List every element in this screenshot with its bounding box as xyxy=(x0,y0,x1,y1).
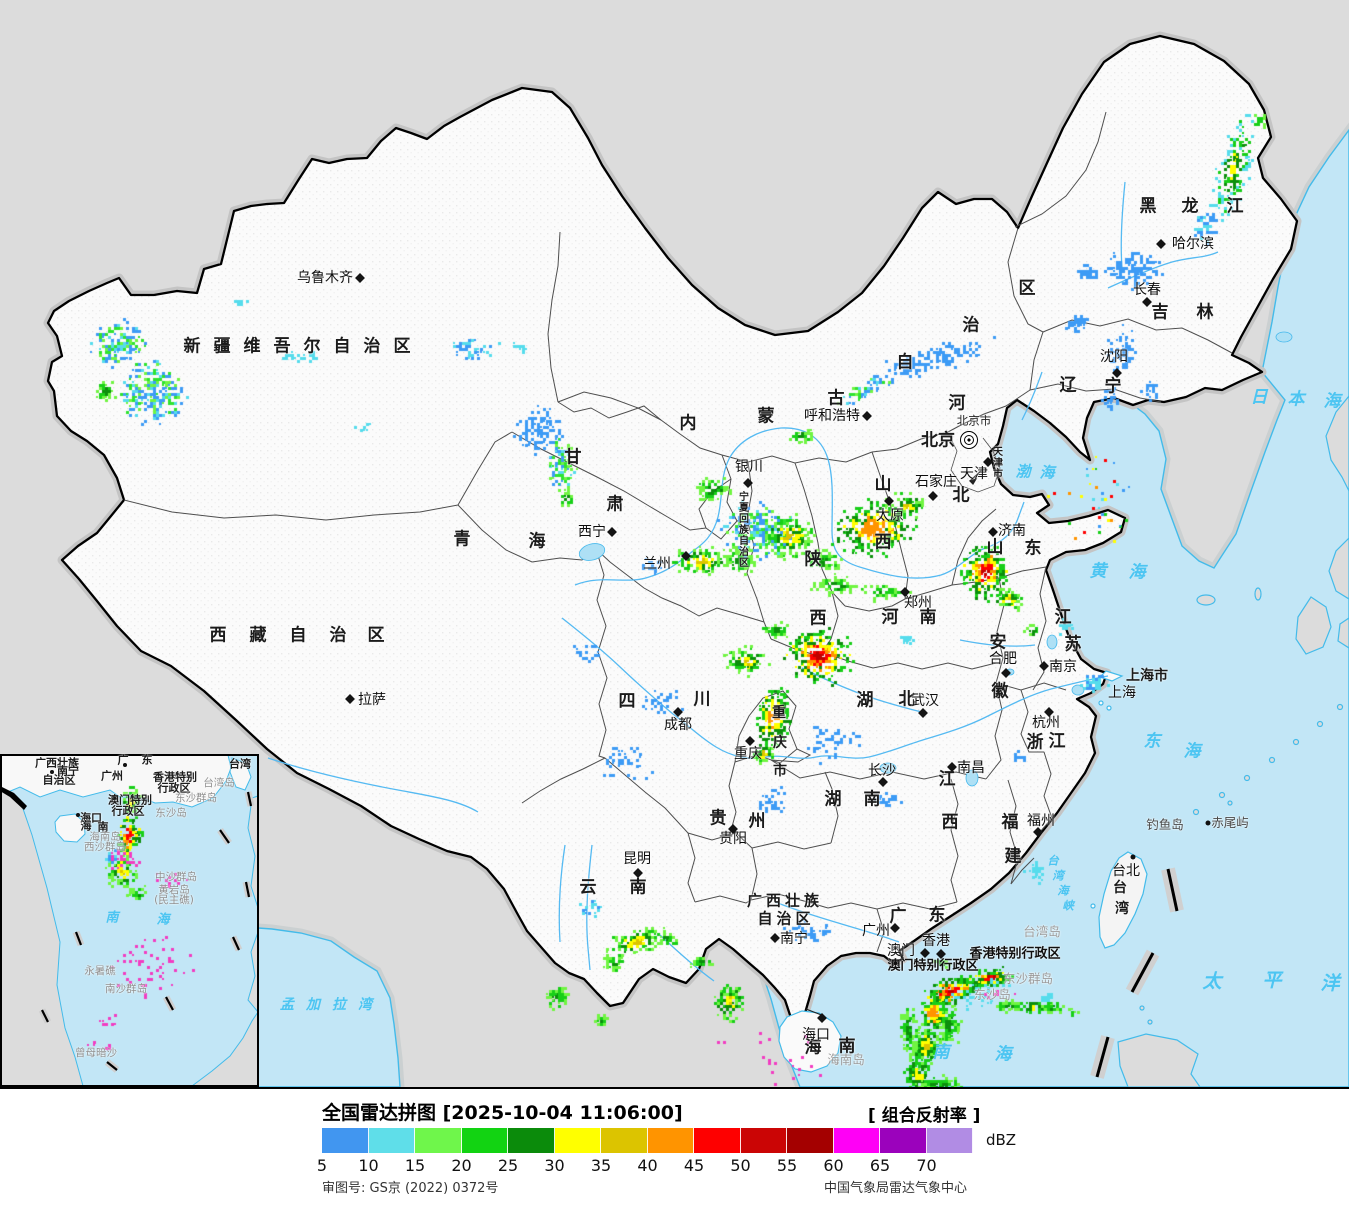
colorbar-ticks: 5 10 15 20 25 30 35 40 45 50 55 60 65 70 xyxy=(317,1156,1022,1175)
unit-label: dBZ xyxy=(986,1131,1017,1149)
inset-map xyxy=(0,754,259,1087)
colorbar-segment xyxy=(740,1128,787,1153)
tick-label: 35 xyxy=(590,1156,612,1175)
colorbar-segment xyxy=(647,1128,694,1153)
colorbar xyxy=(322,1128,973,1153)
tick-label: 5 xyxy=(316,1156,328,1175)
colorbar-segment xyxy=(880,1128,927,1153)
legend-panel: 全国雷达拼图 [2025-10-04 11:06:00] [ 组合反射率 ] 5… xyxy=(0,1089,1349,1208)
tick-label: 70 xyxy=(916,1156,937,1175)
tick-label: 30 xyxy=(544,1156,565,1175)
tick-label: 50 xyxy=(730,1156,751,1175)
credit-text: 中国气象局雷达气象中心 xyxy=(823,1181,967,1196)
colorbar-segment xyxy=(368,1128,415,1153)
colorbar-segment xyxy=(461,1128,508,1153)
colorbar-segment xyxy=(508,1128,555,1153)
license-text: 审图号: GS京 (2022) 0372号 xyxy=(322,1181,499,1196)
colorbar-segment xyxy=(554,1128,601,1153)
tick-label: 45 xyxy=(683,1156,705,1175)
colorbar-segment xyxy=(787,1128,834,1153)
tick-label: 55 xyxy=(776,1156,798,1175)
legend-title: 全国雷达拼图 [2025-10-04 11:06:00] xyxy=(322,1102,683,1124)
tick-label: 65 xyxy=(869,1156,891,1175)
tick-label: 25 xyxy=(497,1156,519,1175)
radar-map-svg xyxy=(0,31,1349,1087)
colorbar-segment xyxy=(601,1128,648,1153)
map-area: 黑龙江吉林辽宁内蒙古自治区新疆维吾尔自治区甘肃青海西藏自治区四川云南贵州湖南湖北… xyxy=(0,0,1349,1089)
tick-label: 20 xyxy=(451,1156,472,1175)
tick-label: 60 xyxy=(823,1156,844,1175)
colorbar-segment xyxy=(322,1128,369,1153)
product-label: [ 组合反射率 ] xyxy=(868,1106,981,1126)
colorbar-segment xyxy=(926,1128,973,1153)
colorbar-segment xyxy=(833,1128,880,1153)
tick-label: 15 xyxy=(404,1156,426,1175)
tick-label: 40 xyxy=(637,1156,658,1175)
colorbar-segment xyxy=(694,1128,741,1153)
tick-label: 10 xyxy=(358,1156,379,1175)
colorbar-segment xyxy=(415,1128,462,1153)
